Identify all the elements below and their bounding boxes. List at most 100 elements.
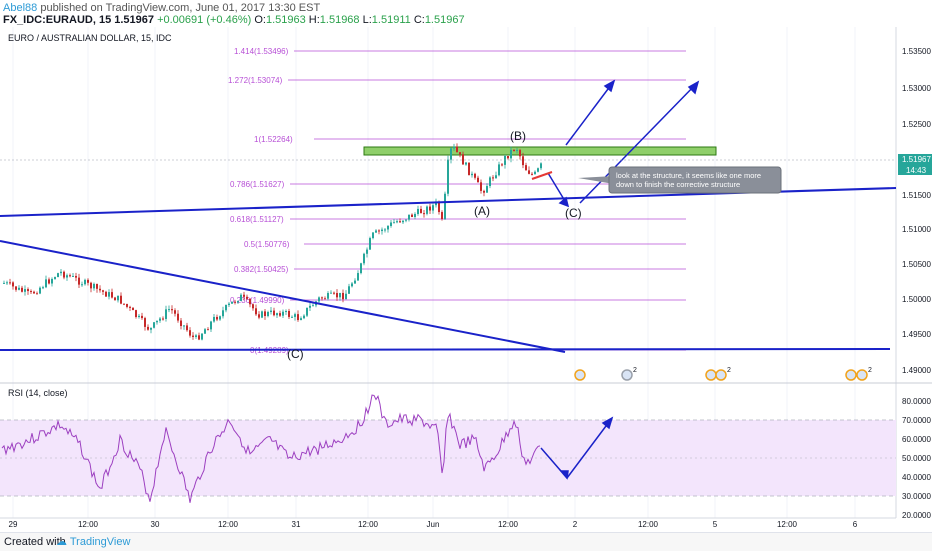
candle-body: [384, 229, 386, 231]
rsi-axis-label: 40.0000: [902, 473, 931, 482]
candle-body: [60, 271, 62, 274]
price-axis-label: 1.53500: [902, 47, 931, 56]
candle-body: [15, 286, 17, 290]
symbol-label: FX_IDC:EURAUD, 15: [3, 14, 112, 26]
falling-trendline[interactable]: [0, 240, 566, 353]
time-axis-label: 5: [713, 520, 718, 529]
event-badges[interactable]: 2 2 2: [574, 367, 872, 381]
annotation-callout[interactable]: look at the structure, it seems like one…: [578, 166, 782, 194]
support-line[interactable]: [0, 348, 891, 351]
event-flag-icon[interactable]: [845, 369, 857, 381]
candle-body: [102, 290, 104, 292]
projection-arrows[interactable]: [547, 79, 700, 208]
high-label: H:: [308, 14, 320, 26]
candle-body: [393, 222, 395, 224]
rsi-projection-arrow[interactable]: [540, 416, 614, 480]
down-arrowhead: [558, 196, 570, 208]
time-axis-label: 2: [573, 520, 578, 529]
fib-level-label: 0.618(1.51127): [230, 215, 284, 224]
wave-c-projection-label: (C): [565, 206, 582, 220]
candle-body: [519, 150, 521, 157]
low-label: L:: [362, 14, 372, 26]
candle-body: [117, 295, 119, 301]
annotation-text-2: down to finish the corrective structure: [616, 180, 740, 189]
candle-body: [195, 335, 197, 337]
event-flag-icon[interactable]: [705, 369, 717, 381]
candle-body: [372, 232, 374, 239]
wave-a-label: (A): [474, 204, 490, 218]
candle-body: [183, 325, 185, 327]
chart-canvas[interactable]: EURO / AUSTRALIAN DOLLAR, 15, IDC 1.414(…: [0, 27, 932, 532]
publish-text: published on TradingView.com, June 01, 2…: [40, 2, 321, 14]
fib-level-label: 0.786(1.51627): [230, 180, 285, 189]
candle-body: [447, 159, 449, 194]
price-axis-label: 1.49500: [902, 330, 931, 339]
candle-body: [465, 162, 467, 165]
tradingview-logo[interactable]: ☁ TradingView: [56, 536, 131, 548]
fib-level-label: 0.5(1.50776): [244, 240, 290, 249]
candle-body: [156, 320, 158, 323]
candle-body: [462, 154, 464, 165]
wave-b-label: (B): [510, 129, 526, 143]
rsi-axis[interactable]: 80.0000 70.0000 60.0000 50.0000 40.0000 30.00…: [902, 397, 931, 520]
author-link[interactable]: Abel88: [3, 2, 38, 14]
publish-info: Abel88 published on TradingView.com, Jun…: [3, 2, 320, 14]
candle-body: [309, 305, 311, 308]
candle-body: [336, 293, 338, 298]
candle-body: [510, 149, 512, 159]
candle-body: [312, 305, 314, 307]
candle-body: [306, 307, 308, 316]
time-axis[interactable]: 29 12:00 30 12:00 31 12:00 Jun 12:00 2 12:00 5 12:0…: [9, 520, 858, 529]
candle-body: [270, 310, 272, 313]
candle-body: [69, 275, 71, 277]
candle-body: [63, 271, 65, 278]
candle-body: [435, 201, 437, 206]
candle-body: [528, 170, 530, 174]
candle-body: [66, 275, 68, 278]
resistance-zone[interactable]: [363, 146, 717, 156]
up-arrow-2-line: [579, 81, 699, 204]
candle-body: [258, 314, 260, 318]
candle-body: [24, 289, 26, 292]
candle-body: [420, 208, 422, 214]
candle-body: [417, 208, 419, 214]
candle-body: [294, 314, 296, 317]
candle-body: [153, 322, 155, 328]
event-flag-icon[interactable]: [621, 369, 633, 381]
candle-body: [177, 313, 179, 321]
event-count: 2: [633, 367, 637, 374]
candle-body: [192, 335, 194, 337]
fib-level-label: 1.272(1.53074): [228, 76, 283, 85]
symbol-ohlc-bar: FX_IDC:EURAUD, 15 1.51967 +0.00691 (+0.4…: [3, 14, 465, 26]
rsi-title: RSI (14, close): [8, 388, 68, 398]
event-flag-icon[interactable]: [856, 369, 868, 381]
red-marker-line[interactable]: [531, 171, 553, 180]
candle-body: [282, 311, 284, 316]
candle-body: [285, 310, 287, 312]
candle-body: [390, 222, 392, 226]
last-price: 1.51967: [114, 14, 155, 26]
candle-body: [48, 279, 50, 284]
candle-body: [12, 282, 14, 287]
candle-body: [111, 292, 113, 298]
rsi-axis-label: 50.0000: [902, 454, 931, 463]
candle-body: [279, 313, 281, 316]
rsi-axis-label: 20.0000: [902, 511, 931, 520]
candle-body: [75, 275, 77, 278]
candle-body: [90, 282, 92, 289]
candle-body: [363, 253, 365, 264]
candle-body: [129, 306, 131, 308]
open-value: 1.51963: [265, 14, 306, 26]
up-arrowhead-1: [603, 79, 616, 93]
event-flag-icon[interactable]: [574, 369, 586, 381]
candle-body: [93, 283, 95, 289]
event-flag-icon[interactable]: [715, 369, 727, 381]
candle-body: [201, 333, 203, 340]
created-with-text: Created with: [4, 536, 66, 548]
candle-body: [453, 146, 455, 149]
candle-body: [264, 311, 266, 317]
candle-body: [213, 316, 215, 322]
candle-body: [375, 230, 377, 233]
candle-body: [450, 148, 452, 160]
candle-body: [369, 238, 371, 250]
